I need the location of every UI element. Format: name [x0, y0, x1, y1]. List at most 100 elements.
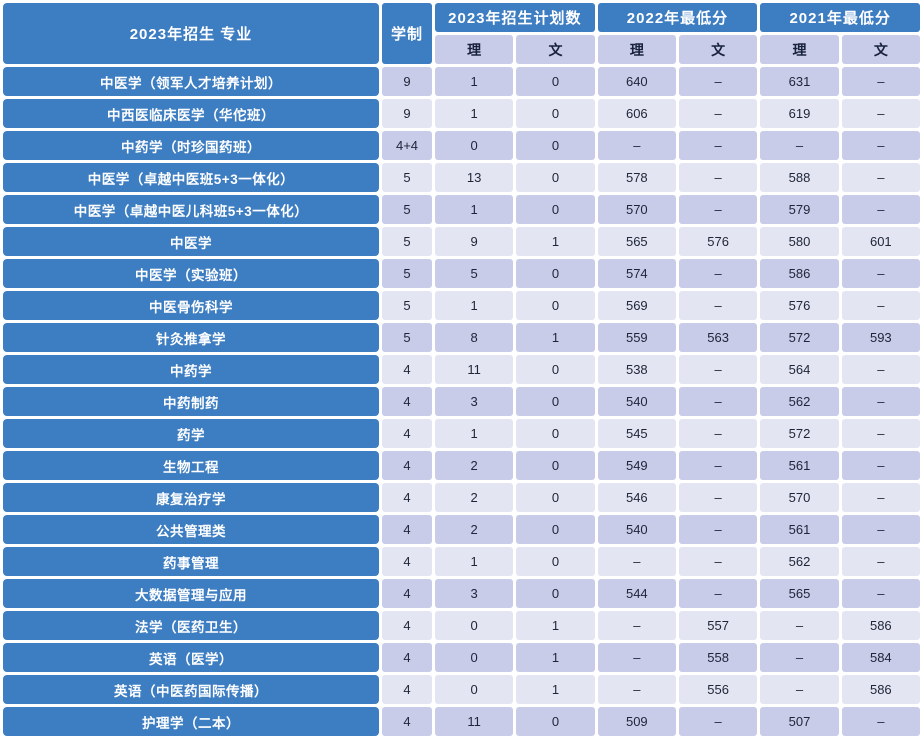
major-cell: 药学 — [3, 419, 379, 448]
score-cell-min2022_sci: – — [597, 131, 676, 160]
score-cell-min2021_lib: 601 — [841, 227, 920, 256]
score-cell-plan_lib: 1 — [516, 611, 595, 640]
score-cell-min2021_lib: – — [841, 515, 920, 544]
score-cell-min2022_lib: 576 — [678, 227, 758, 256]
score-cell-plan_sci: 0 — [435, 131, 514, 160]
table-row: 英语（中医药国际传播） 4 0 1–556–586 — [3, 675, 920, 704]
major-cell: 中药学（时珍国药班） — [3, 131, 379, 160]
major-cell: 中医学（实验班） — [3, 259, 379, 288]
table-row: 中医学（卓越中医儿科班5+3一体化） 5 1 0 570–579– — [3, 195, 920, 224]
score-cell-plan_sci: 0 — [435, 643, 514, 672]
score-cell-plan_lib: 1 — [516, 643, 595, 672]
table-row: 护理学（二本） 4 11 0 509–507– — [3, 707, 920, 736]
score-cell-min2021_lib: – — [841, 451, 920, 480]
score-cell-min2022_lib: 556 — [678, 675, 758, 704]
score-cell-min2021_sci: 631 — [760, 67, 839, 96]
table-row: 药事管理 4 1 0– –562– — [3, 547, 920, 576]
score-cell-plan_lib: 1 — [516, 227, 595, 256]
score-cell-plan_sci: 1 — [435, 547, 514, 576]
major-cell: 中医学（卓越中医班5+3一体化） — [3, 163, 379, 192]
table-row: 中药学 4 11 0 538–564– — [3, 355, 920, 384]
score-cell-plan_lib: 0 — [516, 707, 595, 736]
duration-cell: 4 — [382, 547, 432, 576]
score-cell-plan_sci: 9 — [435, 227, 514, 256]
score-cell-min2022_sci: 546 — [597, 483, 676, 512]
score-cell-plan_sci: 2 — [435, 451, 514, 480]
score-cell-min2022_lib: – — [678, 707, 758, 736]
subheader-plan-liberal: 文 — [516, 35, 595, 64]
score-cell-plan_lib: 1 — [516, 323, 595, 352]
duration-cell: 5 — [382, 227, 432, 256]
major-cell: 法学（医药卫生） — [3, 611, 379, 640]
score-cell-min2021_lib: – — [841, 163, 920, 192]
table-row: 药学 4 1 0 545–572– — [3, 419, 920, 448]
table-row: 中医骨伤科学 5 1 0 569–576– — [3, 291, 920, 320]
header-min-score-2022: 2022年最低分 — [597, 3, 758, 32]
score-cell-min2021_sci: 507 — [760, 707, 839, 736]
duration-cell: 4 — [382, 387, 432, 416]
score-cell-min2022_sci: 565 — [597, 227, 676, 256]
score-cell-plan_lib: 0 — [516, 451, 595, 480]
score-cell-plan_lib: 0 — [516, 579, 595, 608]
score-cell-min2021_sci: 572 — [760, 419, 839, 448]
duration-cell: 5 — [382, 291, 432, 320]
major-cell: 生物工程 — [3, 451, 379, 480]
score-cell-plan_sci: 13 — [435, 163, 514, 192]
score-cell-min2021_sci: 562 — [760, 547, 839, 576]
score-cell-min2021_sci: 561 — [760, 451, 839, 480]
score-cell-min2021_sci: – — [760, 643, 839, 672]
score-cell-plan_lib: 0 — [516, 195, 595, 224]
table-row: 公共管理类 4 2 0 540–561– — [3, 515, 920, 544]
score-cell-min2022_sci: 569 — [597, 291, 676, 320]
score-cell-min2021_lib: – — [841, 483, 920, 512]
duration-cell: 5 — [382, 163, 432, 192]
score-cell-min2021_lib: – — [841, 355, 920, 384]
score-cell-plan_sci: 8 — [435, 323, 514, 352]
duration-cell: 4 — [382, 707, 432, 736]
table-body: 中医学（领军人才培养计划） 9 1 0 640–631– 中西医临床医学（华佗班） 9 1 0 6… — [3, 67, 920, 736]
header-major-column: 2023年招生 专业 — [3, 3, 379, 64]
score-cell-min2021_sci: 572 — [760, 323, 839, 352]
score-cell-min2021_sci: 570 — [760, 483, 839, 512]
score-cell-min2022_sci: – — [597, 643, 676, 672]
score-cell-min2022_sci: 544 — [597, 579, 676, 608]
score-cell-min2022_lib: – — [678, 291, 758, 320]
score-cell-min2022_lib: – — [678, 67, 758, 96]
header-plan-2023: 2023年招生计划数 — [435, 3, 595, 32]
header-row-sub: 理 文 理 文 理 文 — [3, 35, 920, 64]
score-cell-min2022_sci: 545 — [597, 419, 676, 448]
score-cell-min2021_sci: 576 — [760, 291, 839, 320]
score-cell-min2022_lib: 558 — [678, 643, 758, 672]
table-row: 针灸推拿学 5 8 1 559 563 572 593 — [3, 323, 920, 352]
score-cell-plan_lib: 0 — [516, 131, 595, 160]
score-cell-min2021_sci: 588 — [760, 163, 839, 192]
major-cell: 中药学 — [3, 355, 379, 384]
major-cell: 公共管理类 — [3, 515, 379, 544]
score-cell-plan_sci: 0 — [435, 675, 514, 704]
score-cell-min2021_lib: – — [841, 67, 920, 96]
score-cell-min2022_lib: – — [678, 259, 758, 288]
score-cell-min2021_lib: – — [841, 131, 920, 160]
score-cell-plan_lib: 0 — [516, 515, 595, 544]
score-cell-min2021_lib: – — [841, 707, 920, 736]
score-cell-plan_sci: 1 — [435, 67, 514, 96]
score-cell-min2021_lib: – — [841, 99, 920, 128]
score-cell-plan_sci: 5 — [435, 259, 514, 288]
duration-cell: 4 — [382, 483, 432, 512]
score-cell-min2022_sci: 559 — [597, 323, 676, 352]
table-row: 法学（医药卫生） 4 0 1–557–586 — [3, 611, 920, 640]
major-cell: 中药制药 — [3, 387, 379, 416]
header-min-score-2021: 2021年最低分 — [760, 3, 920, 32]
score-cell-min2021_lib: – — [841, 195, 920, 224]
score-cell-min2022_sci: 606 — [597, 99, 676, 128]
major-cell: 中医学（领军人才培养计划） — [3, 67, 379, 96]
score-cell-plan_lib: 0 — [516, 67, 595, 96]
score-cell-min2022_sci: 549 — [597, 451, 676, 480]
score-cell-min2022_lib: 563 — [678, 323, 758, 352]
major-cell: 大数据管理与应用 — [3, 579, 379, 608]
score-cell-plan_lib: 0 — [516, 291, 595, 320]
score-cell-min2021_sci: 586 — [760, 259, 839, 288]
score-cell-min2022_lib: – — [678, 387, 758, 416]
score-cell-plan_sci: 2 — [435, 515, 514, 544]
score-cell-min2022_sci: 574 — [597, 259, 676, 288]
